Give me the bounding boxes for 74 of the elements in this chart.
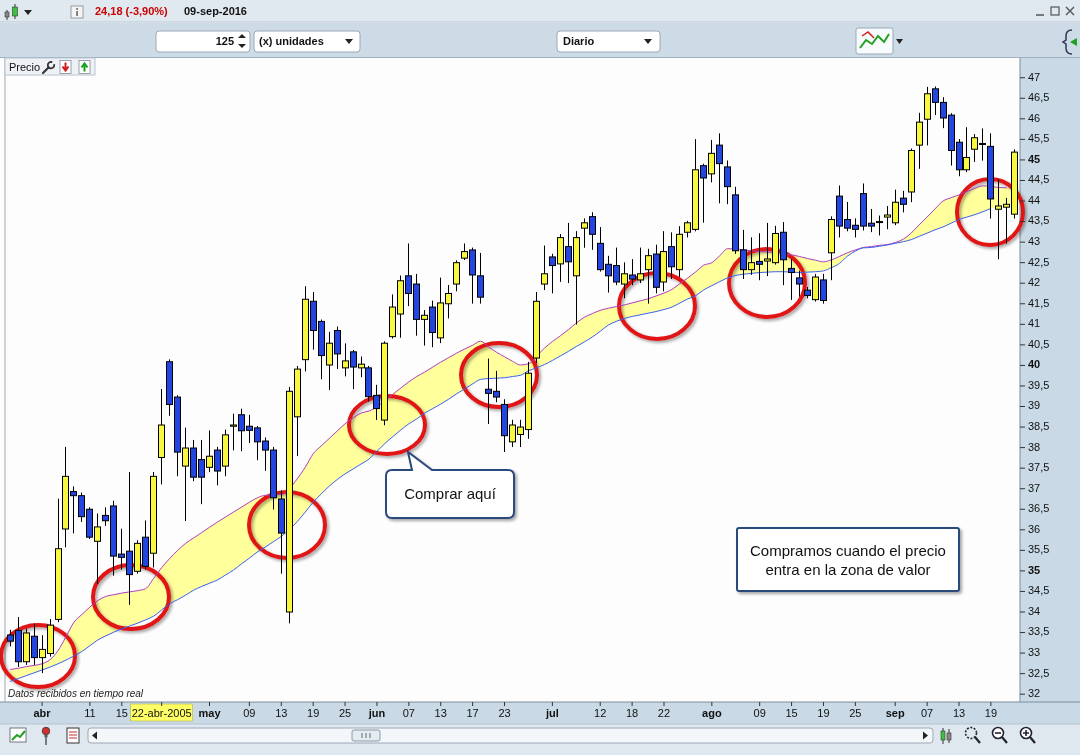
x-tick-label: 07	[402, 707, 415, 719]
x-tick-label: 23	[498, 707, 511, 719]
x-tick-label: 15	[785, 707, 798, 719]
x-tick-label: 25	[338, 707, 352, 719]
x-tick-label: ago	[702, 707, 722, 719]
y-tick-label: 33	[1028, 646, 1041, 658]
x-tick-label: jul	[544, 707, 559, 719]
y-tick-label: 40	[1028, 358, 1041, 371]
annotation: Datos recibidos en tiempo real	[8, 688, 144, 699]
y-tick-label: 42,5	[1028, 255, 1050, 268]
y-tick-label: 39	[1028, 399, 1041, 412]
annotation: Compramos cuando el precio entra en la zona de valor	[750, 542, 946, 579]
y-tick-label: 46,5	[1028, 91, 1050, 104]
y-tick-label: 38,5	[1028, 419, 1050, 432]
y-tick-label: 43	[1028, 235, 1041, 248]
text: (x) unidades	[259, 35, 324, 47]
y-tick-label: 37,5	[1028, 461, 1050, 474]
y-tick-label: 47	[1028, 70, 1041, 83]
x-tick-label: 22	[657, 707, 671, 719]
x-tick-label: 18	[625, 707, 639, 719]
y-tick-label: 39,5	[1028, 378, 1050, 391]
y-tick-label: 35,5	[1028, 543, 1050, 556]
y-tick-label: 32	[1028, 687, 1041, 700]
x-tick-label: may	[198, 707, 222, 719]
y-tick-label: 45,5	[1028, 132, 1050, 145]
y-tick-label: 34	[1028, 604, 1041, 617]
y-tick-label: 43,5	[1028, 214, 1050, 227]
y-tick-label: 41	[1028, 317, 1041, 330]
y-tick-label: 32,5	[1028, 666, 1050, 679]
candlestick	[796, 270, 803, 297]
candlestick	[876, 215, 883, 236]
x-tick-label: 19	[984, 707, 998, 719]
y-tick-label: 35	[1028, 563, 1041, 576]
text: 125	[215, 35, 234, 47]
x-tick-label: sep	[885, 707, 905, 719]
y-tick-label: 33,5	[1028, 625, 1050, 638]
x-tick-label: 13	[952, 707, 966, 719]
x-tick-label: 11	[84, 707, 96, 719]
candlestick	[724, 160, 731, 205]
candlestick	[916, 112, 923, 169]
x-tick-label: 09	[243, 707, 256, 719]
x-tick-label: 07	[920, 707, 934, 719]
text: 24,18 (-3,90%)	[95, 5, 169, 17]
x-tick-label: 13	[434, 707, 447, 719]
annotation: Precio	[9, 61, 41, 73]
x-tick-label: 19	[817, 707, 830, 719]
y-tick-label: 42	[1028, 276, 1041, 289]
x-tick-label: 09	[753, 707, 766, 719]
x-tick-label: 25	[849, 707, 862, 719]
y-tick-label: 37	[1028, 481, 1041, 494]
y-tick-label: 46	[1028, 111, 1041, 124]
x-tick-label: 17	[466, 707, 479, 719]
annotation: Comprar aquí	[404, 485, 497, 502]
x-tick-label: 15	[115, 707, 128, 719]
x-tick-label: abr	[33, 707, 52, 719]
y-tick-label: 40,5	[1028, 337, 1050, 350]
text: 09-sep-2016	[184, 5, 247, 17]
x-tick-label: 19	[307, 707, 320, 719]
y-tick-label: 36	[1028, 522, 1041, 535]
candlestick	[453, 260, 460, 292]
x-tick-label: 12	[594, 707, 607, 719]
candlestick	[541, 245, 548, 291]
x-tick-label: jun	[367, 707, 386, 719]
y-tick-label: 38	[1028, 440, 1041, 453]
y-tick-label: 44	[1028, 193, 1041, 206]
y-tick-label: 41,5	[1028, 296, 1050, 309]
y-tick-label: 34,5	[1028, 584, 1050, 597]
x-tick-label: 22-abr-2005	[131, 707, 192, 719]
x-tick-label: 13	[275, 707, 288, 719]
y-tick-label: 36,5	[1028, 502, 1050, 515]
text: Diario	[563, 35, 595, 47]
y-tick-label: 44,5	[1028, 173, 1050, 186]
y-tick-label: 45	[1028, 152, 1041, 165]
candlestick	[788, 259, 795, 300]
